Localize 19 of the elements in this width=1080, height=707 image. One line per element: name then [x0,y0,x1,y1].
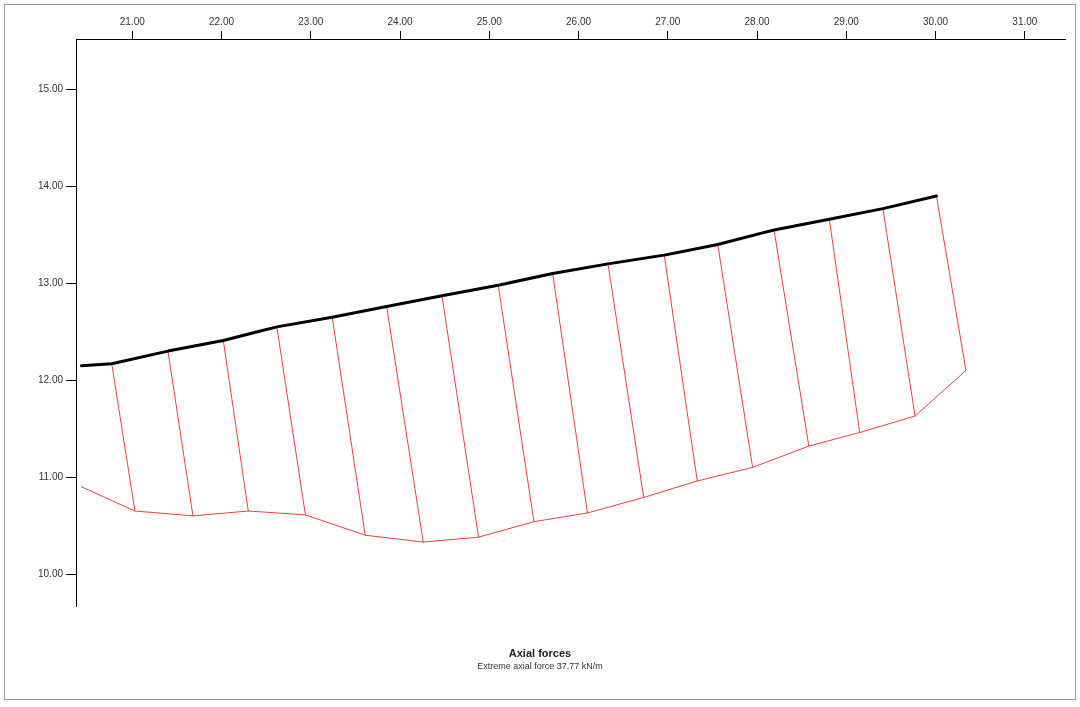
x-tick-label: 26.00 [566,15,592,27]
y-tick-label: 13.00 [37,277,64,288]
text: Extreme axial force 37.77 kN/m [476,661,604,671]
x-tick-label: 22.00 [209,15,235,27]
x-tick-label: 30.00 [923,15,949,27]
y-tick-label: 15.00 [37,83,64,95]
x-tick-label: 31.00 [1012,15,1038,27]
x-tick-label: 28.00 [744,15,771,27]
x-tick-label: 29.00 [833,15,860,27]
text: Axial forces [507,647,573,659]
x-tick-label: 25.00 [476,15,503,27]
x-tick-label: 21.00 [119,15,146,27]
y-tick-label: 11.00 [38,470,64,482]
y-tick-label: 14.00 [37,180,64,192]
x-tick-label: 23.00 [298,15,324,27]
y-tick-label: 12.00 [37,373,64,385]
x-tick-label: 24.00 [387,15,413,27]
y-tick-label: 10.00 [37,567,64,579]
x-tick-label: 27.00 [655,15,681,27]
